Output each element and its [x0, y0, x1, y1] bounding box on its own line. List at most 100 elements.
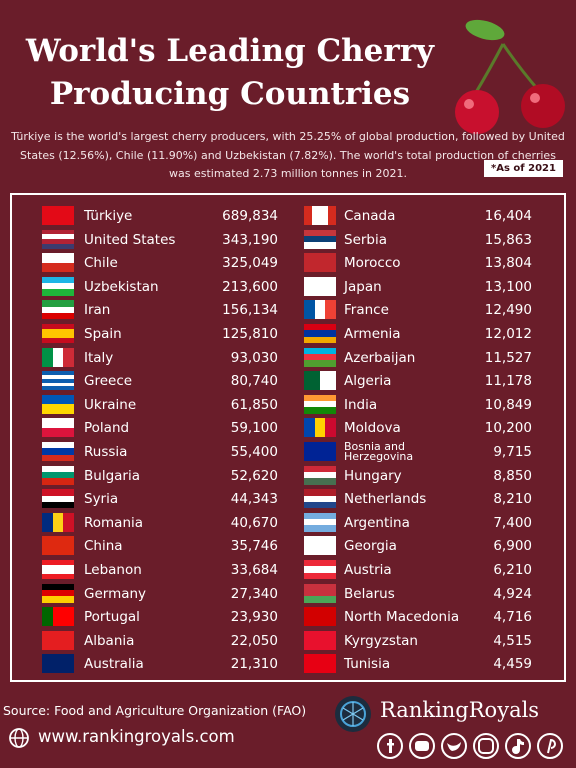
country: India — [344, 396, 378, 413]
production: 156,134 — [222, 302, 278, 319]
production: 9,715 — [493, 444, 532, 460]
flag — [42, 371, 74, 391]
country: Kyrgyzstan — [344, 632, 418, 649]
country: France — [344, 302, 389, 319]
flag — [304, 630, 336, 650]
production: 44,343 — [230, 491, 278, 508]
production: 325,049 — [222, 255, 278, 272]
production: 35,746 — [230, 538, 278, 555]
country: Belarus — [344, 585, 395, 602]
country: Australia — [84, 656, 144, 673]
production: 27,340 — [230, 585, 278, 602]
country: Italy — [84, 349, 114, 366]
flag — [42, 442, 74, 461]
production: 4,716 — [493, 609, 532, 626]
country: Bulgaria — [84, 467, 140, 484]
country: China — [84, 538, 123, 555]
production: 61,850 — [230, 396, 278, 413]
country: Algeria — [344, 373, 392, 390]
title: World's Leading Cherry Producing Countri… — [25, 33, 435, 112]
country: Iran — [84, 302, 111, 319]
flag — [42, 394, 74, 414]
production: 4,515 — [493, 632, 532, 649]
production: 93,030 — [230, 349, 278, 366]
website[interactable]: www.rankingroyals.com — [38, 727, 235, 746]
flag — [304, 276, 336, 296]
flag — [42, 229, 74, 249]
flag — [304, 347, 336, 367]
flag — [42, 607, 74, 627]
country: Moldova — [344, 420, 401, 437]
country: Armenia — [344, 326, 401, 342]
country: North Macedonia — [344, 609, 460, 626]
country: Bosnia and Herzegovina — [344, 440, 414, 463]
production: 13,804 — [484, 255, 532, 272]
production: 55,400 — [230, 444, 278, 460]
production: 21,310 — [230, 656, 278, 673]
production: 52,620 — [230, 467, 278, 484]
source: Source: Food and Agriculture Organizatio… — [3, 703, 307, 718]
flag — [42, 465, 74, 485]
flag — [304, 536, 336, 556]
production: 4,924 — [493, 585, 532, 602]
country: Germany — [84, 585, 147, 602]
brand: RankingRoyals — [380, 698, 540, 722]
country: Türkiye — [84, 208, 133, 224]
country: Serbia — [344, 231, 388, 248]
production: 10,200 — [484, 420, 532, 437]
flag — [304, 229, 336, 249]
production: 11,527 — [484, 349, 532, 366]
country: Portugal — [84, 609, 140, 626]
social-icons[interactable] — [376, 730, 566, 762]
table: Türkiye 689,834 United States 343,190 Chile 3… — [10, 193, 566, 682]
flag — [304, 512, 336, 532]
country: Georgia — [344, 538, 397, 555]
production: 213,600 — [222, 278, 278, 295]
country: Romania — [84, 514, 144, 531]
flag — [42, 489, 74, 509]
flag — [42, 206, 74, 225]
flag — [304, 583, 336, 603]
production: 11,178 — [484, 373, 532, 390]
flag — [42, 253, 74, 273]
flag — [42, 654, 74, 674]
flag — [42, 512, 74, 532]
flag — [42, 276, 74, 296]
flag — [42, 560, 74, 579]
production: 12,490 — [484, 302, 532, 319]
flag — [42, 324, 74, 343]
production: 343,190 — [222, 231, 278, 248]
country: Argentina — [344, 514, 410, 531]
production: 4,459 — [493, 656, 532, 673]
production: 80,740 — [230, 373, 278, 390]
country: Chile — [84, 255, 118, 272]
country: Canada — [344, 208, 396, 224]
flag — [304, 371, 336, 391]
flag — [304, 607, 336, 627]
flag — [304, 253, 336, 273]
country: Russia — [84, 444, 128, 460]
flag — [42, 300, 74, 320]
country: Hungary — [344, 467, 402, 484]
flag — [304, 394, 336, 414]
flag — [42, 536, 74, 556]
production: 12,012 — [484, 326, 532, 342]
production: 15,863 — [484, 231, 532, 248]
country: Lebanon — [84, 562, 142, 578]
production: 16,404 — [484, 208, 532, 224]
flag — [304, 418, 336, 438]
production: 13,100 — [484, 278, 532, 295]
production: 8,850 — [493, 467, 532, 484]
production: 7,400 — [493, 514, 532, 531]
production: 40,670 — [230, 514, 278, 531]
country: Ukraine — [84, 396, 137, 413]
production: 33,684 — [230, 562, 278, 578]
production: 6,210 — [493, 562, 532, 578]
country: Uzbekistan — [84, 278, 159, 295]
production: 6,900 — [493, 538, 532, 555]
country: Austria — [344, 562, 392, 578]
cherry-illustration — [455, 19, 565, 134]
flag — [304, 465, 336, 485]
production: 125,810 — [222, 326, 278, 342]
